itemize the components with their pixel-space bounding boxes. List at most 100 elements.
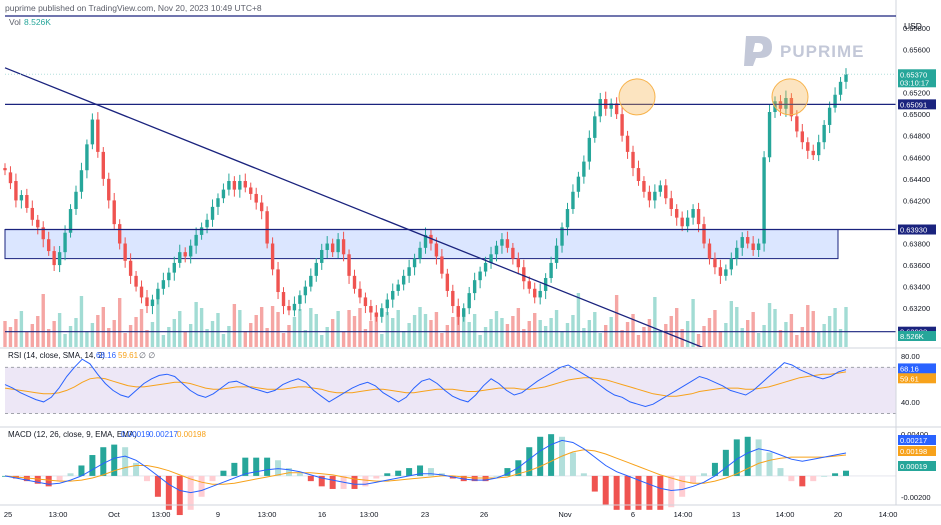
candle-body xyxy=(571,191,575,210)
volume-bar xyxy=(576,293,581,347)
price-tick-label: 0.64600 xyxy=(903,153,930,162)
volume-bar xyxy=(811,311,815,347)
price-tick-label: 0.63800 xyxy=(903,240,930,249)
volume-bar xyxy=(505,324,510,347)
macd-histogram-bar xyxy=(417,465,424,476)
macd-histogram-bar xyxy=(504,468,511,476)
candle-body xyxy=(183,252,187,257)
candle-body xyxy=(243,181,247,188)
macd-signal-line xyxy=(4,449,847,485)
time-tick-label: 13:00 xyxy=(49,510,68,519)
candle-body xyxy=(41,227,45,240)
volume-bar xyxy=(620,330,624,347)
macd-histogram-bar xyxy=(111,444,118,476)
volume-bar xyxy=(232,304,237,347)
volume-bar xyxy=(778,330,783,347)
volume-bar xyxy=(210,321,215,347)
volume-bar xyxy=(822,324,826,347)
volume-bar xyxy=(347,310,351,347)
price-tick-label: 0.64400 xyxy=(903,175,930,184)
candle-body xyxy=(167,272,171,281)
time-tick-label: Oct xyxy=(108,510,121,519)
highlight-circle xyxy=(771,78,809,116)
candle-body xyxy=(516,258,521,268)
candle-body xyxy=(30,207,34,220)
macd-histogram-bar xyxy=(788,475,795,482)
candle-body xyxy=(3,168,7,171)
time-tick-label: 14:00 xyxy=(674,510,693,519)
volume-bar xyxy=(96,315,100,347)
volume-bar xyxy=(593,312,597,347)
volume-bar xyxy=(281,333,286,347)
candle-body xyxy=(625,135,630,152)
volume-bar xyxy=(658,332,663,347)
candle-body xyxy=(527,281,531,289)
time-tick-label: 13:00 xyxy=(152,510,171,519)
candle-body xyxy=(817,142,821,156)
candle-body xyxy=(139,286,144,298)
candle-body xyxy=(90,119,95,145)
candle-body xyxy=(844,74,848,82)
candle-body xyxy=(74,191,78,210)
volume-bar xyxy=(336,311,340,347)
volume-bar xyxy=(238,310,242,347)
candle-body xyxy=(276,269,280,293)
volume-bar xyxy=(117,298,122,347)
puprime-logo: PUPRIME xyxy=(744,36,863,66)
macd-histogram-bar xyxy=(89,455,96,476)
macd-histogram-bar xyxy=(548,434,555,476)
candle-body xyxy=(238,181,242,190)
price-tick-label: 0.65000 xyxy=(903,110,930,119)
candle-body xyxy=(380,308,384,317)
volume-bar xyxy=(746,320,750,347)
volume-bar xyxy=(178,311,182,347)
candle-body xyxy=(358,288,362,298)
macd-histogram-bar xyxy=(843,470,849,476)
macd-histogram-bar xyxy=(165,475,172,510)
level-badge xyxy=(898,99,936,110)
macd-macd-badge xyxy=(898,461,936,471)
macd-histogram-bar xyxy=(591,475,598,492)
candle-body xyxy=(560,227,564,246)
volume-bar xyxy=(249,323,253,347)
macd-histogram-bar xyxy=(471,475,478,482)
candle-body xyxy=(691,209,695,218)
macd-histogram-bar xyxy=(395,470,402,476)
level-label: 0.65091 xyxy=(900,100,927,109)
price-tick-label: 0.63200 xyxy=(903,304,930,313)
volume-bar xyxy=(538,320,542,347)
macd-histogram-bar xyxy=(427,468,434,476)
candle-body xyxy=(107,178,111,201)
candle-body xyxy=(79,170,84,192)
volume-bar xyxy=(554,310,559,347)
volume-bar xyxy=(789,314,794,347)
candle-body xyxy=(554,245,559,263)
volume-bar xyxy=(713,310,717,347)
volume-bar xyxy=(391,318,395,347)
macd-histogram-bar xyxy=(821,475,828,477)
price-tick-label: 0.65800 xyxy=(903,24,930,33)
candle-body xyxy=(675,209,679,218)
volume-bar xyxy=(19,311,24,347)
volume-bar xyxy=(41,294,45,347)
candle-body xyxy=(292,303,297,311)
volume-bar xyxy=(369,321,373,347)
candle-body xyxy=(729,258,734,270)
volume-bar xyxy=(543,326,548,347)
volume-bar xyxy=(478,335,482,347)
candle-body xyxy=(19,195,24,201)
candle-body xyxy=(658,185,663,192)
candle-body xyxy=(128,260,133,276)
candle-body xyxy=(795,116,799,132)
volume-bar xyxy=(25,332,29,347)
macd-histogram-bar xyxy=(154,475,161,497)
time-tick-label: 13:00 xyxy=(360,510,379,519)
volume-bar xyxy=(341,332,346,347)
candle-body xyxy=(631,151,635,169)
rsi-tick-label: 80.00 xyxy=(901,352,920,361)
volume-bar xyxy=(756,333,761,347)
volume-bar xyxy=(112,320,116,347)
candle-body xyxy=(664,185,668,199)
